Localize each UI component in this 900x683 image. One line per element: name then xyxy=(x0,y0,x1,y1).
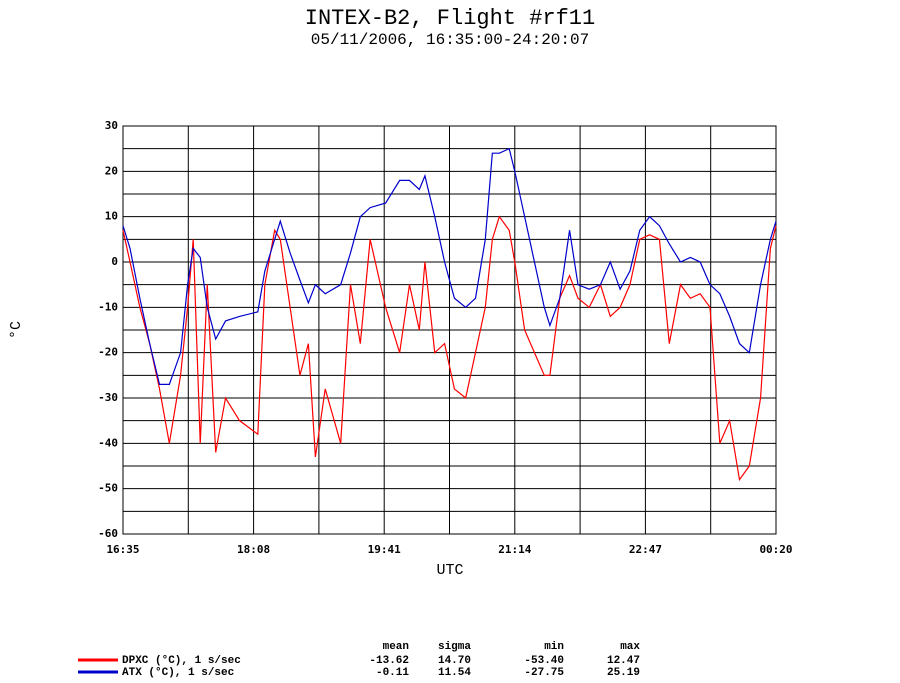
y-tick-label: -40 xyxy=(98,436,118,449)
legend-label: DPXC (°C), 1 s/sec xyxy=(122,655,241,667)
x-tick-label: 22:47 xyxy=(629,543,662,556)
y-tick-label: -30 xyxy=(98,391,118,404)
x-tick-label: 16:35 xyxy=(106,543,139,556)
stats-value: -0.11 xyxy=(376,667,409,679)
stats-value: 14.70 xyxy=(438,655,471,667)
chart-title: INTEX-B2, Flight #rf11 xyxy=(305,6,595,31)
y-tick-label: 10 xyxy=(105,210,118,223)
stats-value: -13.62 xyxy=(369,655,409,667)
stats-value: 11.54 xyxy=(438,667,471,679)
stats-header: min xyxy=(544,641,564,653)
x-tick-label: 19:41 xyxy=(368,543,401,556)
y-tick-label: 0 xyxy=(111,255,118,268)
y-tick-label: -50 xyxy=(98,482,118,495)
stats-value: -27.75 xyxy=(524,667,564,679)
y-axis-label: °C xyxy=(8,321,25,339)
x-tick-label: 18:08 xyxy=(237,543,270,556)
y-tick-label: 20 xyxy=(105,164,118,177)
x-axis-label: UTC xyxy=(436,562,463,579)
stats-value: 25.19 xyxy=(607,667,640,679)
x-tick-label: 00:20 xyxy=(759,543,792,556)
series-line xyxy=(122,147,777,385)
y-tick-label: 30 xyxy=(105,119,118,132)
y-tick-label: -10 xyxy=(98,300,118,313)
legend-label: ATX (°C), 1 s/sec xyxy=(122,667,234,679)
stats-header: sigma xyxy=(438,641,471,653)
stats-header: max xyxy=(620,641,640,653)
y-tick-label: -20 xyxy=(98,346,118,359)
stats-value: 12.47 xyxy=(607,655,640,667)
series-line xyxy=(122,215,777,482)
chart-subtitle: 05/11/2006, 16:35:00-24:20:07 xyxy=(311,31,589,49)
y-tick-label: -60 xyxy=(98,527,118,540)
plot-frame xyxy=(122,125,777,535)
stats-header: mean xyxy=(383,641,409,653)
x-tick-label: 21:14 xyxy=(498,543,531,556)
stats-value: -53.40 xyxy=(524,655,564,667)
